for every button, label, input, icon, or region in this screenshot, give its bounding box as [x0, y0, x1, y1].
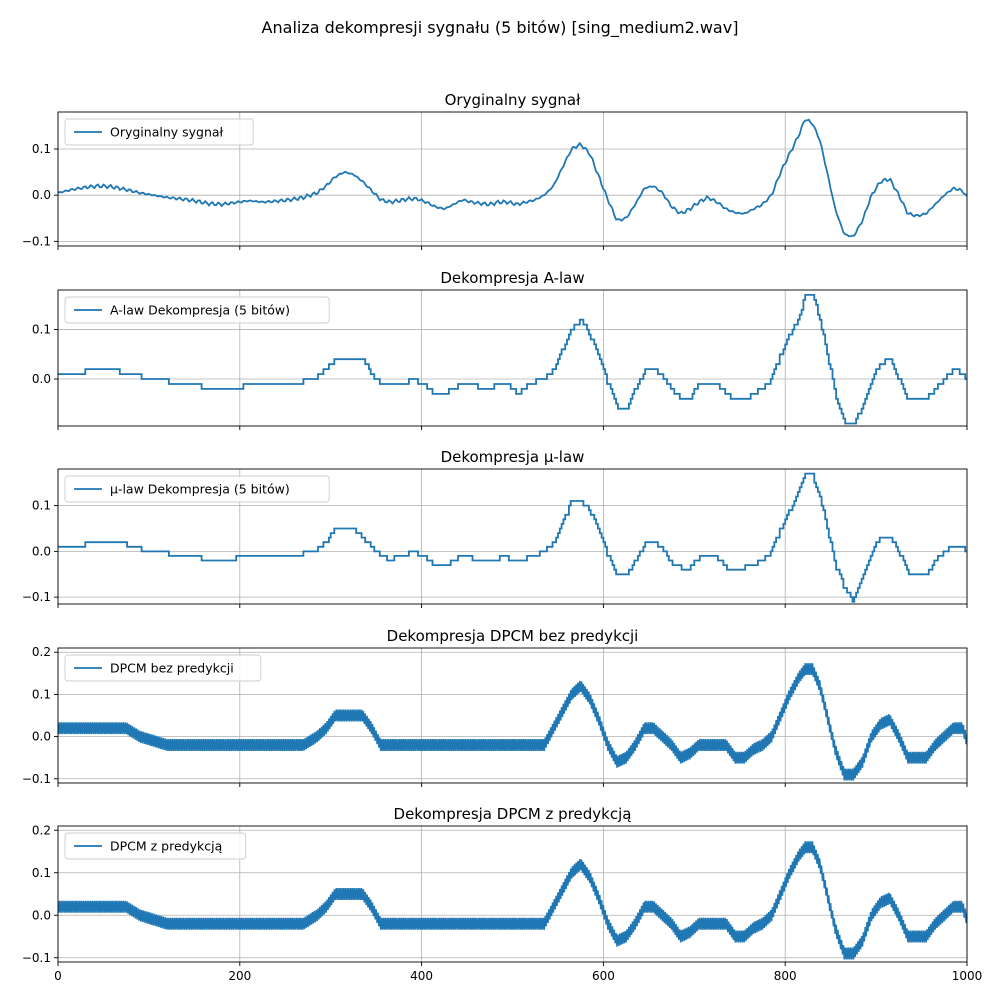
- legend: A-law Dekompresja (5 bitów): [64, 296, 330, 324]
- axes-frame: [57, 289, 968, 427]
- y-tick-label: 0.1: [32, 687, 51, 701]
- signal-line: [58, 118, 967, 238]
- axes-frame: [57, 111, 968, 247]
- legend-box: [64, 475, 330, 503]
- y-tick-label: −0.1: [22, 590, 51, 604]
- legend-label: DPCM z predykcją: [110, 839, 223, 854]
- subplot-5: −0.1 0.0 0.1 0.2 0 200 400 600 800 1000 Dekompresj…: [22, 805, 982, 983]
- y-tick-label: 0.2: [32, 645, 51, 659]
- subplot-title: Dekompresja DPCM bez predykcji: [387, 627, 639, 645]
- legend-box: [64, 832, 247, 860]
- subplot-3: −0.1 0.0 0.1 Dekompresja μ-law μ-law Dekompr…: [22, 448, 968, 608]
- subplot-4: −0.1 0.0 0.1 0.2 Dekompresja DPCM bez predyk…: [22, 627, 968, 787]
- x-tick-label: 800: [774, 969, 797, 983]
- y-tick-label: 0.0: [32, 372, 51, 386]
- y-tick-label: 0.0: [32, 188, 51, 202]
- x-tick-label: 1000: [952, 969, 983, 983]
- subplot-title: Oryginalny sygnał: [445, 91, 581, 109]
- legend-label: A-law Dekompresja (5 bitów): [110, 303, 290, 318]
- y-tick-label: 0.2: [32, 823, 51, 837]
- axes-frame: [57, 647, 968, 784]
- subplot-2: 0.0 0.1 Dekompresja A-law A-law Dekompresja…: [32, 269, 968, 430]
- y-tick-label: 0.1: [32, 323, 51, 337]
- x-tick-label: 200: [228, 969, 251, 983]
- legend-label: μ-law Dekompresja (5 bitów): [110, 482, 290, 497]
- signal-line: [58, 472, 967, 603]
- signal-line: [58, 294, 967, 425]
- legend-label: Oryginalny sygnał: [110, 125, 224, 140]
- y-tick-label: 0.0: [32, 908, 51, 922]
- axes-frame: [57, 468, 968, 605]
- y-tick-label: −0.1: [22, 951, 51, 965]
- legend: μ-law Dekompresja (5 bitów): [64, 475, 330, 503]
- y-tick-label: 0.0: [32, 544, 51, 558]
- legend-box: [64, 296, 330, 324]
- x-tick-label: 400: [410, 969, 433, 983]
- subplot-1: −0.1 0.0 0.1 Oryginalny sygnał Oryginalny sy…: [22, 91, 968, 250]
- legend-box: [64, 118, 254, 146]
- subplot-title: Dekompresja DPCM z predykcją: [394, 805, 632, 823]
- y-tick-label: 0.1: [32, 142, 51, 156]
- signal-band: [58, 841, 967, 960]
- signal-band: [58, 663, 967, 781]
- y-tick-label: 0.1: [32, 499, 51, 513]
- x-tick-label: 600: [592, 969, 615, 983]
- legend: DPCM z predykcją: [64, 832, 247, 860]
- figure-suptitle: Analiza dekompresji sygnału (5 bitów) [s…: [261, 18, 739, 37]
- subplot-title: Dekompresja μ-law: [441, 448, 585, 466]
- y-tick-label: 0.1: [32, 866, 51, 880]
- x-tick-label: 0: [54, 969, 62, 983]
- subplot-title: Dekompresja A-law: [440, 269, 584, 287]
- y-tick-label: 0.0: [32, 730, 51, 744]
- axes-frame: [57, 825, 968, 963]
- y-tick-label: −0.1: [22, 772, 51, 786]
- y-tick-label: −0.1: [22, 234, 51, 248]
- legend: DPCM bez predykcji: [64, 654, 262, 682]
- legend: Oryginalny sygnał: [64, 118, 254, 146]
- legend-label: DPCM bez predykcji: [110, 661, 234, 676]
- legend-box: [64, 654, 262, 682]
